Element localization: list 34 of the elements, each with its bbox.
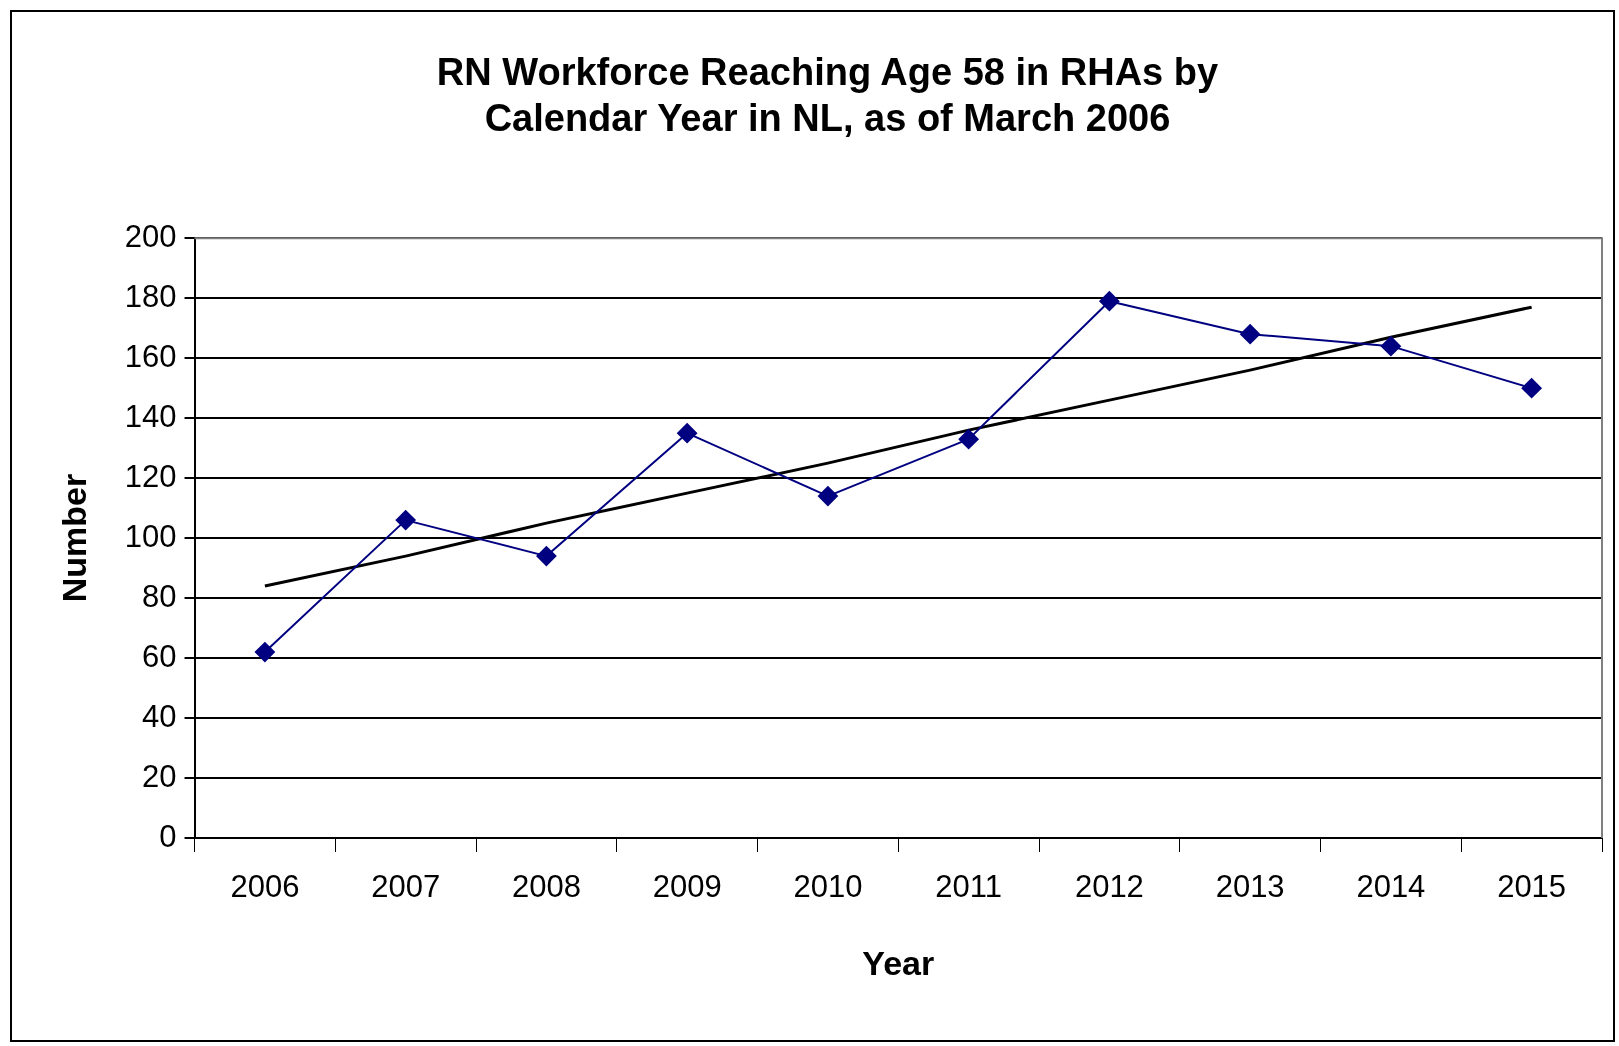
point xyxy=(1380,336,1401,357)
x-axis-title: Year xyxy=(862,943,935,982)
y-tick-label: 0 xyxy=(159,818,177,854)
x-tick-label: 2008 xyxy=(511,869,581,905)
point xyxy=(395,510,416,531)
point xyxy=(677,423,698,444)
y-axis-title: Number xyxy=(54,473,93,603)
x-tick-label: 2014 xyxy=(1356,869,1426,905)
x-tick-label: 2013 xyxy=(1215,869,1285,905)
y-tick-label: 40 xyxy=(142,698,177,734)
chart-title: RN Workforce Reaching Age 58 in RHAs by Calendar Year in NL, as of March 2006 xyxy=(436,51,1219,139)
y-tick-label: 80 xyxy=(142,578,177,614)
x-tick-label: 2012 xyxy=(1074,869,1144,905)
x-tick-label: 2006 xyxy=(230,869,300,905)
y-tick-label: 200 xyxy=(124,218,177,254)
x-tick-label: 2011 xyxy=(935,869,1002,905)
y-tick-label: 180 xyxy=(124,278,177,314)
point xyxy=(958,429,979,450)
y-tick-label: 100 xyxy=(124,518,177,554)
y-tick-label: 140 xyxy=(124,398,177,434)
point xyxy=(536,546,557,567)
x-tick-label: 2007 xyxy=(371,869,441,905)
point xyxy=(1240,324,1261,345)
x-tick-label: 2015 xyxy=(1497,869,1567,905)
point xyxy=(254,642,275,663)
y-tick-label: 60 xyxy=(142,638,177,674)
point xyxy=(1521,378,1542,399)
x-tick-label: 2010 xyxy=(793,869,863,905)
x-tick-label: 2009 xyxy=(652,869,722,905)
y-tick-label: 20 xyxy=(142,758,177,794)
point xyxy=(1099,291,1120,312)
y-tick-label: 120 xyxy=(124,458,177,494)
point xyxy=(817,486,838,507)
y-tick-label: 160 xyxy=(124,338,177,374)
